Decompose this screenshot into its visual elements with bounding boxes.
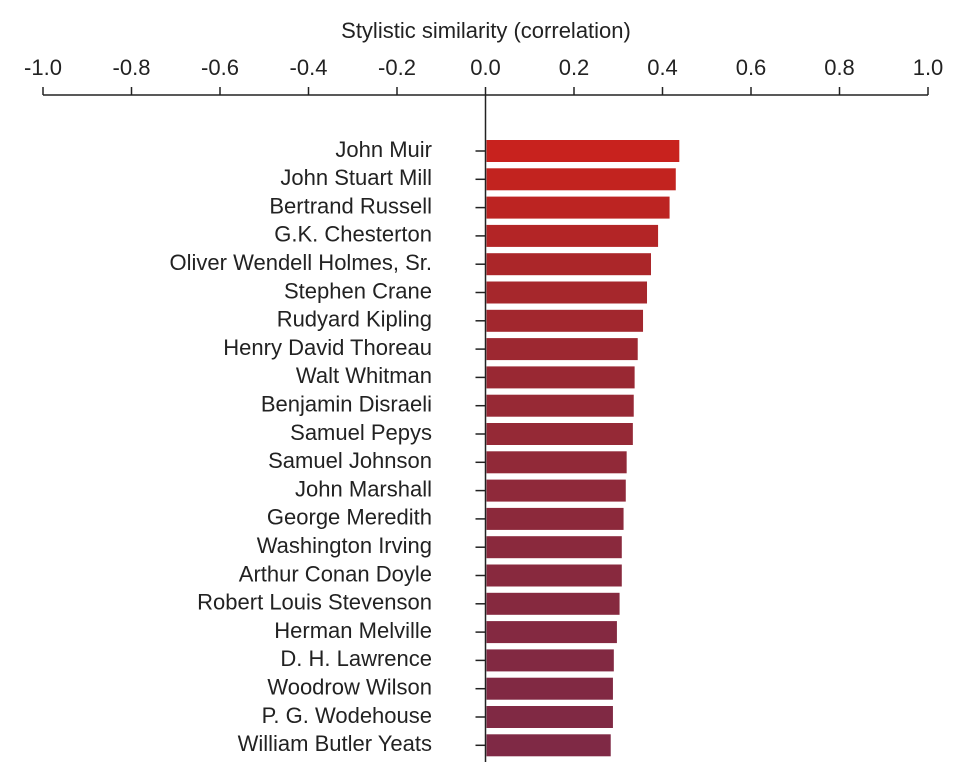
y-tick-label: George Meredith	[267, 505, 432, 530]
y-tick-label: Oliver Wendell Holmes, Sr.	[170, 250, 432, 275]
y-tick-label: Robert Louis Stevenson	[197, 590, 432, 615]
bar	[486, 706, 613, 728]
x-tick-label: 0.8	[824, 55, 855, 80]
x-tick-label: -0.4	[290, 55, 328, 80]
bar	[486, 281, 648, 304]
y-tick-label: John Muir	[335, 137, 432, 162]
bar	[486, 140, 680, 162]
x-axis-title: Stylistic similarity (correlation)	[341, 18, 631, 43]
x-tick-label: -1.0	[24, 55, 62, 80]
bar	[486, 479, 626, 502]
x-tick-label: 0.4	[647, 55, 678, 80]
bar	[486, 224, 659, 247]
y-tick-label: William Butler Yeats	[238, 731, 432, 756]
bar	[486, 677, 613, 700]
x-tick-label: -0.6	[201, 55, 239, 80]
y-tick-label: Rudyard Kipling	[277, 307, 432, 332]
bar	[486, 536, 622, 559]
x-tick-label: 0.0	[470, 55, 501, 80]
x-tick-label: -0.8	[113, 55, 151, 80]
y-tick-label: Stephen Crane	[284, 278, 432, 303]
bar	[486, 253, 651, 276]
y-tick-label: John Stuart Mill	[280, 165, 432, 190]
y-tick-label: John Marshall	[295, 476, 432, 501]
bar	[486, 507, 624, 530]
y-tick-label: Arthur Conan Doyle	[239, 561, 432, 586]
y-tick-label: Bertrand Russell	[269, 193, 432, 218]
bar	[486, 423, 633, 445]
bar	[486, 734, 611, 757]
bar	[486, 338, 638, 361]
bar	[486, 366, 635, 389]
bar	[486, 621, 617, 644]
bar	[486, 564, 622, 587]
bar	[486, 196, 670, 219]
y-tick-label: D. H. Lawrence	[280, 646, 432, 671]
x-tick-label: 1.0	[913, 55, 944, 80]
x-tick-label: -0.2	[378, 55, 416, 80]
x-tick-label: 0.6	[736, 55, 767, 80]
y-tick-label: Herman Melville	[274, 618, 432, 643]
y-tick-label: Samuel Pepys	[290, 420, 432, 445]
y-tick-label: Woodrow Wilson	[267, 675, 432, 700]
bar	[486, 394, 634, 417]
y-tick-label: G.K. Chesterton	[274, 222, 432, 247]
y-tick-label: Washington Irving	[257, 533, 432, 558]
bar	[486, 592, 620, 615]
bar	[486, 649, 614, 672]
y-tick-label: Walt Whitman	[296, 363, 432, 388]
bar	[486, 168, 676, 191]
y-tick-label: P. G. Wodehouse	[262, 703, 432, 728]
y-tick-label: Benjamin Disraeli	[261, 392, 432, 417]
bar	[486, 451, 627, 474]
y-tick-label: Samuel Johnson	[268, 448, 432, 473]
bar	[486, 309, 644, 332]
x-tick-label: 0.2	[559, 55, 590, 80]
y-tick-label: Henry David Thoreau	[223, 335, 432, 360]
